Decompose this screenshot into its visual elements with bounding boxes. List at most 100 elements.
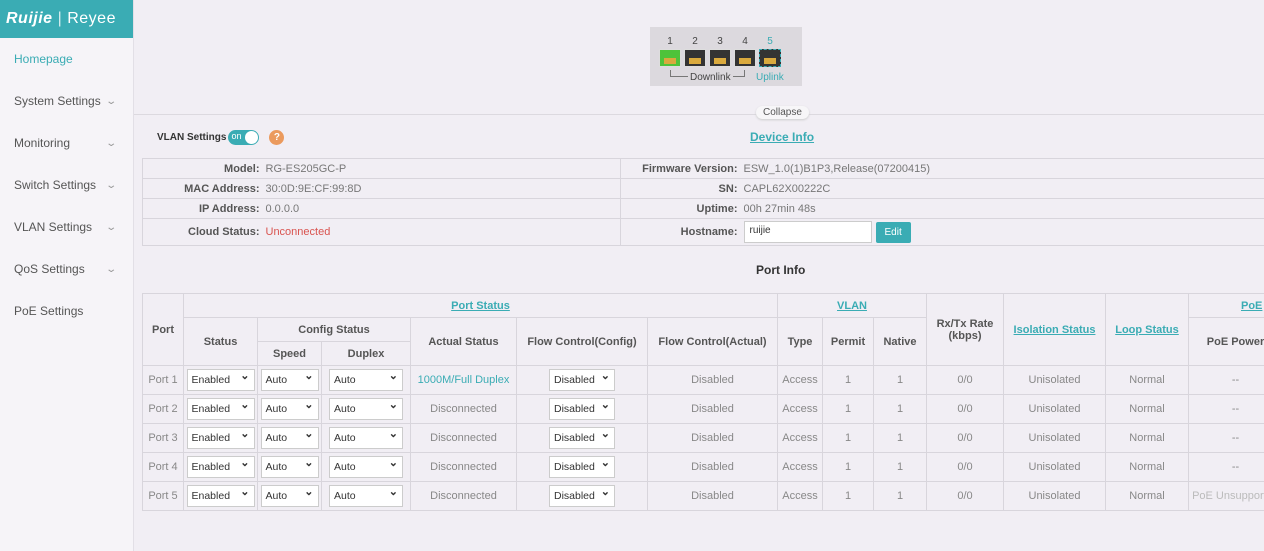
cell-fc_actual: Disabled [647, 394, 778, 424]
uplink-label: Uplink [756, 72, 784, 83]
status-select[interactable]: Enabled [186, 366, 255, 391]
sidebar-item-system-settings[interactable]: System Settings ⌄ [0, 80, 133, 122]
port-table: Port Port Status VLAN Rx/Tx Rate (kbps) Isol… [142, 293, 1264, 511]
ethernet-port-icon[interactable] [709, 49, 731, 67]
th-permit: Permit [822, 317, 874, 366]
cell-port: Port 3 [142, 423, 184, 453]
chevron-down-icon: ⌄ [104, 137, 117, 149]
sidebar-nav: Homepage System Settings ⌄ Monitoring ⌄ Switc… [0, 38, 133, 332]
firmware-label: Firmware Version: [620, 158, 741, 179]
chevron-down-icon: ⌄ [104, 221, 117, 233]
hostname-label: Hostname: [620, 218, 741, 246]
duplex-select[interactable]: Auto [329, 395, 403, 420]
fc_config-select[interactable]: Disabled [549, 453, 615, 478]
table-row: Port 5EnabledAutoAutoDisconnectedDisable… [142, 481, 1264, 511]
sidebar-item-qos-settings[interactable]: QoS Settings ⌄ [0, 248, 133, 290]
th-speed: Speed [257, 341, 322, 366]
duplex-select[interactable]: Auto [329, 366, 403, 391]
duplex-select[interactable]: Auto [329, 424, 403, 449]
cloud-label: Cloud Status: [142, 218, 263, 246]
th-rate: Rx/Tx Rate (kbps) [926, 293, 1004, 366]
cell-fc_actual: Disabled [647, 365, 778, 395]
device-info-link[interactable]: Device Info [750, 130, 815, 144]
fc_config-select[interactable]: Disabled [549, 395, 615, 420]
cell-rate: 0/0 [926, 423, 1004, 453]
cell-native: 1 [873, 481, 927, 511]
cell-type: Access [777, 423, 823, 453]
ethernet-port-icon[interactable] [684, 49, 706, 67]
cell-isolation: Unisolated [1003, 423, 1106, 453]
th-fc-actual: Flow Control(Actual) [647, 317, 778, 366]
mac-label: MAC Address: [142, 178, 263, 199]
port-number: 2 [692, 36, 698, 47]
cell-poe-power: PoE Unsupported [1188, 481, 1264, 511]
th-fc-config: Flow Control(Config) [516, 317, 648, 366]
table-row: Port 2EnabledAutoAutoDisconnectedDisable… [142, 394, 1264, 424]
fc_config-select[interactable]: Disabled [549, 366, 615, 391]
port-panel: 1 2 3 4 5 Downlink Uplink [650, 27, 802, 86]
speed-select[interactable]: Auto [260, 453, 319, 478]
cell-fc_actual: Disabled [647, 452, 778, 482]
speed-select[interactable]: Auto [260, 395, 319, 420]
sidebar-item-label: QoS Settings [14, 262, 85, 276]
duplex-select[interactable]: Auto [329, 482, 403, 507]
port-info-title: Port Info [756, 263, 806, 277]
sidebar-item-switch-settings[interactable]: Switch Settings ⌄ [0, 164, 133, 206]
status-select[interactable]: Enabled [186, 395, 255, 420]
logo-ruijie: Ruijie [6, 10, 53, 27]
poe-link[interactable]: PoE [1241, 299, 1263, 312]
cell-native: 1 [873, 394, 927, 424]
fc_config-select[interactable]: Disabled [549, 424, 615, 449]
speed-select[interactable]: Auto [260, 482, 319, 507]
cell-loop: Normal [1105, 394, 1189, 424]
sidebar-item-homepage[interactable]: Homepage [0, 38, 133, 80]
fc_config-select[interactable]: Disabled [549, 482, 615, 507]
cell-loop: Normal [1105, 365, 1189, 395]
sidebar-item-poe-settings[interactable]: PoE Settings [0, 290, 133, 332]
table-row: Port 4EnabledAutoAutoDisconnectedDisable… [142, 452, 1264, 482]
cloud-status: Unconnected [262, 218, 621, 246]
sn-value: CAPL62X00222C [740, 178, 1264, 199]
ethernet-port-icon[interactable] [734, 49, 756, 67]
cell-actual: Disconnected [410, 452, 517, 482]
cell-actual: Disconnected [410, 481, 517, 511]
cell-rate: 0/0 [926, 452, 1004, 482]
duplex-select[interactable]: Auto [329, 453, 403, 478]
isolation-status-link[interactable]: Isolation Status [1013, 323, 1096, 336]
cell-permit: 1 [822, 394, 874, 424]
edit-hostname-button[interactable]: Edit [875, 221, 911, 243]
cell-port: Port 4 [142, 452, 184, 482]
toggle-state: on [231, 131, 242, 141]
help-icon[interactable]: ? [269, 130, 285, 145]
speed-select[interactable]: Auto [260, 424, 319, 449]
cell-type: Access [777, 452, 823, 482]
port-status-link[interactable]: Port Status [451, 299, 510, 312]
chevron-down-icon: ⌄ [104, 263, 117, 275]
downlink-label: Downlink [688, 72, 733, 83]
th-port: Port [142, 293, 184, 366]
sn-label: SN: [620, 178, 741, 199]
cell-port: Port 1 [142, 365, 184, 395]
speed-select[interactable]: Auto [260, 366, 319, 391]
cell-native: 1 [873, 452, 927, 482]
cell-port: Port 5 [142, 481, 184, 511]
loop-status-link[interactable]: Loop Status [1115, 323, 1179, 336]
cell-type: Access [777, 481, 823, 511]
hostname-input[interactable]: ruijie [743, 221, 872, 243]
status-select[interactable]: Enabled [186, 453, 255, 478]
port-number: 1 [667, 36, 673, 47]
vlan-settings-toggle[interactable]: on [228, 130, 260, 145]
sidebar-item-monitoring[interactable]: Monitoring ⌄ [0, 122, 133, 164]
logo-reyee: Reyee [67, 10, 116, 27]
status-select[interactable]: Enabled [186, 482, 255, 507]
th-actual: Actual Status [410, 317, 517, 366]
status-select[interactable]: Enabled [186, 424, 255, 449]
ethernet-port-icon[interactable] [759, 49, 781, 67]
collapse-button[interactable]: Collapse [756, 106, 809, 119]
cell-loop: Normal [1105, 481, 1189, 511]
cell-actual: Disconnected [410, 394, 517, 424]
ethernet-port-icon[interactable] [659, 49, 681, 67]
sidebar-item-vlan-settings[interactable]: VLAN Settings ⌄ [0, 206, 133, 248]
vlan-link[interactable]: VLAN [837, 299, 867, 312]
cell-rate: 0/0 [926, 394, 1004, 424]
